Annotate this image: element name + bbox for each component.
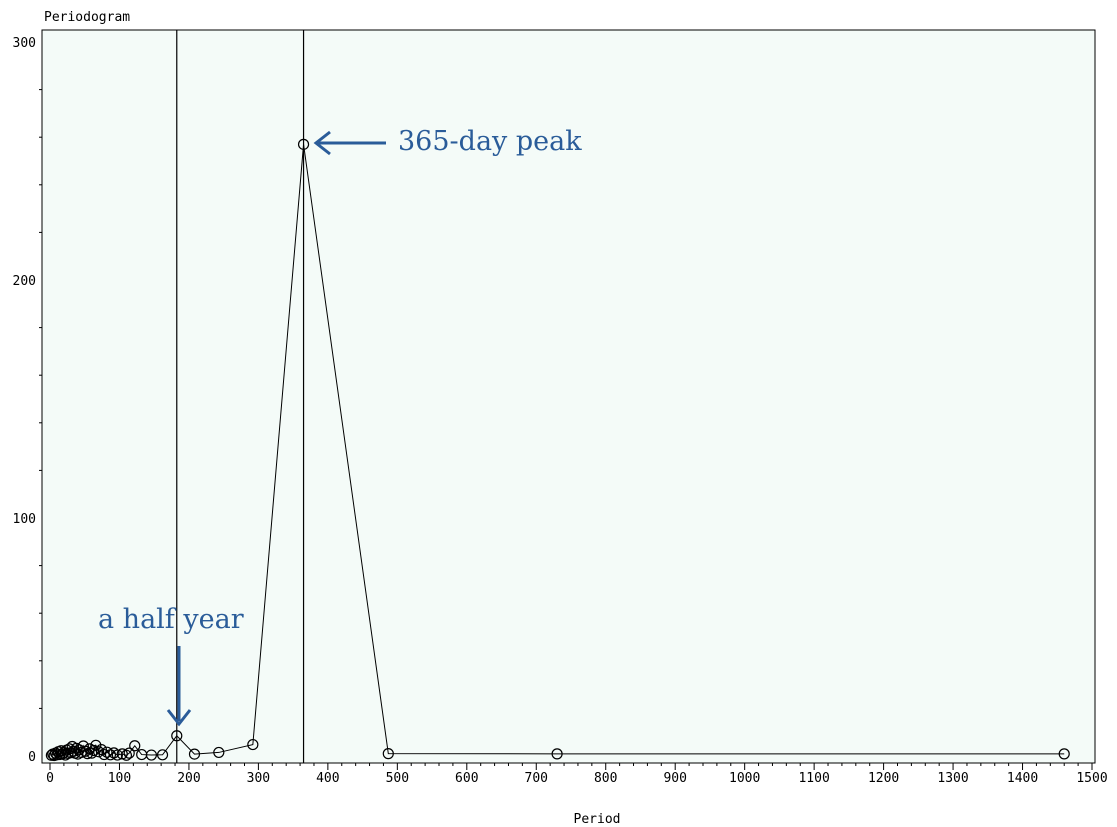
x-tick-label-500: 500 <box>386 771 409 786</box>
x-tick-label-800: 800 <box>594 771 617 786</box>
data-point-27 <box>88 744 100 757</box>
x-tick-label-1200: 1200 <box>868 771 899 786</box>
x-tick-label-1500: 1500 <box>1076 771 1107 786</box>
data-point-44 <box>188 748 201 760</box>
annotation-365-arrow-head <box>313 130 331 156</box>
x-tick-label-100: 100 <box>108 771 131 786</box>
reference-lines <box>176 30 305 763</box>
data-point-43 <box>171 730 183 742</box>
x-tick-label-700: 700 <box>525 771 548 786</box>
data-point-42 <box>156 749 169 761</box>
data-point-41 <box>145 749 158 761</box>
y-axis: 0 100 200 300 <box>13 36 42 765</box>
x-axis: 0 100 200 300 400 500 600 700 800 900 1000 1100 1200… <box>46 763 1108 786</box>
data-point-35 <box>111 749 123 761</box>
data-point-39 <box>129 740 141 752</box>
x-tick-label-400: 400 <box>316 771 339 786</box>
periodogram-series <box>45 138 1070 762</box>
x-tick-label-200: 200 <box>177 771 200 786</box>
y-axis-title: Periodogram <box>44 10 130 25</box>
x-tick-label-600: 600 <box>455 771 478 786</box>
annotation-half-year-label: a half year <box>98 604 244 635</box>
x-tick-label-1300: 1300 <box>937 771 968 786</box>
data-point-47 <box>297 138 310 150</box>
y-tick-label-200: 200 <box>13 274 36 289</box>
x-tick-label-1100: 1100 <box>798 771 829 786</box>
data-point-32 <box>101 746 113 758</box>
data-point-38 <box>123 747 135 759</box>
data-point-48 <box>382 748 394 760</box>
data-point-37 <box>120 749 133 761</box>
x-tick-label-0: 0 <box>46 771 54 786</box>
x-tick-label-900: 900 <box>663 771 686 786</box>
data-point-29 <box>93 746 105 758</box>
x-tick-label-300: 300 <box>247 771 270 786</box>
annotation-half-year-arrow-head <box>166 709 192 727</box>
data-point-45 <box>213 746 225 759</box>
y-tick-label-0: 0 <box>28 750 36 765</box>
data-point-28 <box>90 739 102 751</box>
y-tick-label-100: 100 <box>13 512 36 527</box>
data-point-50 <box>1058 748 1070 760</box>
data-point-46 <box>247 738 259 751</box>
x-tick-label-1400: 1400 <box>1007 771 1038 786</box>
annotation-half-year: a half year <box>98 604 244 727</box>
data-point-49 <box>551 748 563 760</box>
annotation-365-day-peak-label: 365-day peak <box>398 126 582 157</box>
x-axis-title: Period <box>574 812 621 827</box>
plot-area <box>41 29 1096 764</box>
x-tick-label-1000: 1000 <box>729 771 760 786</box>
y-tick-label-300: 300 <box>13 36 36 51</box>
annotation-365: 365-day peak <box>313 126 582 157</box>
